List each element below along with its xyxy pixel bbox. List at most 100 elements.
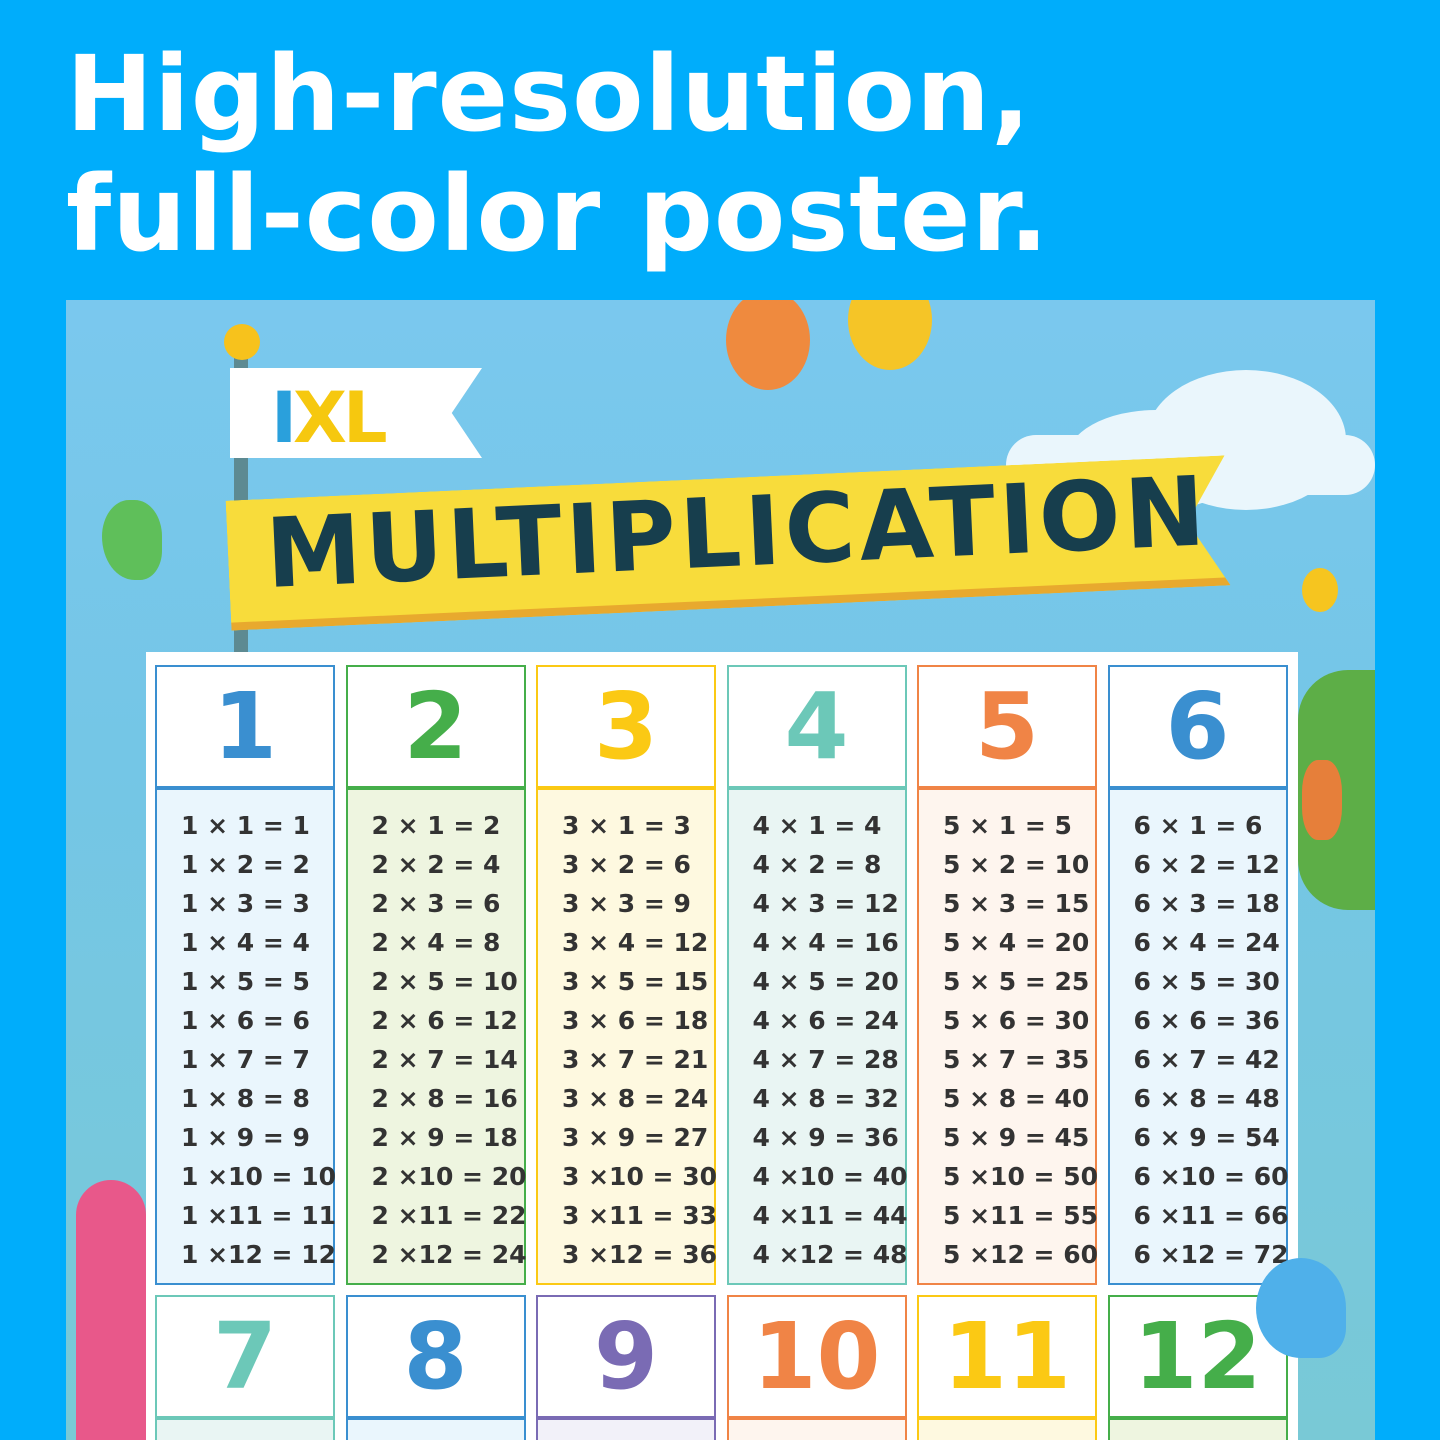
table-number: 5 [919, 667, 1095, 790]
equation: 2 × 8 = 16 [371, 1084, 518, 1113]
equation: 1 × 5 = 5 [181, 967, 310, 996]
equation: 5 ×11 = 55 [943, 1201, 1098, 1230]
equation: 1 × 2 = 2 [181, 850, 310, 879]
equation: 2 × 7 = 14 [371, 1045, 518, 1074]
equation: 6 × 5 = 30 [1133, 967, 1280, 996]
equation: 2 × 2 = 4 [371, 850, 501, 879]
table-number: 4 [728, 667, 905, 790]
equation: 2 × 5 = 10 [371, 967, 518, 996]
table-card-10: 10 [726, 1295, 907, 1440]
equation: 5 × 9 = 45 [943, 1123, 1090, 1152]
equation: 5 × 8 = 40 [943, 1084, 1090, 1113]
equation: 5 × 5 = 25 [943, 967, 1090, 996]
table-number: 11 [919, 1297, 1095, 1420]
equation-list [729, 1420, 905, 1436]
equation: 4 × 4 = 16 [752, 928, 899, 957]
equation: 2 ×11 = 22 [371, 1201, 527, 1230]
equation: 4 × 2 = 8 [752, 850, 882, 879]
equation: 3 × 9 = 27 [562, 1123, 709, 1152]
equation: 2 ×12 = 24 [371, 1240, 527, 1269]
equation: 6 × 2 = 12 [1133, 850, 1280, 879]
table-card-8: 8 [345, 1295, 526, 1440]
equation: 6 × 1 = 6 [1133, 811, 1263, 840]
equation: 4 × 8 = 32 [752, 1084, 899, 1113]
table-number: 3 [538, 667, 714, 790]
equation: 5 × 1 = 5 [943, 811, 1072, 840]
ixl-flag [230, 368, 482, 458]
equation: 5 ×12 = 60 [943, 1240, 1098, 1269]
equation: 4 × 7 = 28 [752, 1045, 899, 1074]
table-number: 9 [538, 1297, 714, 1420]
table-card-9: 9 [536, 1295, 716, 1440]
table-card-5: 5 5 × 1 = 5 5 × 2 = 10 5 × 3 = 15 5 × 4 = 20… [917, 665, 1098, 1285]
equation: 2 × 6 = 12 [371, 1006, 518, 1035]
table-number: 7 [157, 1297, 333, 1420]
equation: 3 × 8 = 24 [562, 1084, 709, 1113]
table-card-7: 7 [155, 1295, 335, 1440]
ixl-logo: IXL [271, 377, 388, 459]
equation: 1 × 6 = 6 [181, 1006, 310, 1035]
equation: 5 × 2 = 10 [943, 850, 1090, 879]
equation: 5 × 7 = 35 [943, 1045, 1090, 1074]
equation: 6 × 3 = 18 [1133, 889, 1280, 918]
orange-balloon-icon [726, 300, 810, 390]
equation: 6 ×11 = 66 [1133, 1201, 1289, 1230]
equation-list: 5 × 1 = 5 5 × 2 = 10 5 × 3 = 15 5 × 4 = 20 5… [919, 790, 1098, 1274]
table-card-11: 11 [917, 1295, 1097, 1440]
equation: 6 × 4 = 24 [1133, 928, 1280, 957]
headline-line-2: full-color poster. [66, 153, 1050, 275]
equation: 1 × 4 = 4 [181, 928, 310, 957]
equation-list [1110, 1420, 1286, 1436]
equation: 3 × 7 = 21 [562, 1045, 709, 1074]
table-number: 8 [347, 1297, 524, 1420]
squirrel-icon [1302, 760, 1342, 840]
equation: 4 × 3 = 12 [752, 889, 899, 918]
equation-list: 6 × 1 = 6 6 × 2 = 12 6 × 3 = 18 6 × 4 = 24 6… [1110, 790, 1289, 1274]
table-card-6: 6 6 × 1 = 6 6 × 2 = 12 6 × 3 = 18 6 × 4 = 24… [1107, 665, 1289, 1285]
equation: 3 ×11 = 33 [562, 1201, 717, 1230]
equation: 2 × 9 = 18 [371, 1123, 518, 1152]
equation: 6 ×10 = 60 [1133, 1162, 1289, 1191]
equation: 6 ×12 = 72 [1133, 1240, 1289, 1269]
equation: 1 × 7 = 7 [181, 1045, 310, 1074]
equation: 2 ×10 = 20 [371, 1162, 527, 1191]
equation: 5 ×10 = 50 [943, 1162, 1098, 1191]
table-number: 10 [728, 1297, 905, 1420]
equation: 4 × 1 = 4 [752, 811, 882, 840]
equation-list: 2 × 1 = 2 2 × 2 = 4 2 × 3 = 6 2 × 4 = 8 2 × … [348, 790, 527, 1274]
equation-list [538, 1420, 714, 1436]
equation: 1 × 3 = 3 [181, 889, 310, 918]
equation: 2 × 1 = 2 [371, 811, 501, 840]
equation: 5 × 6 = 30 [943, 1006, 1090, 1035]
equation: 4 × 9 = 36 [752, 1123, 899, 1152]
equation: 4 × 6 = 24 [752, 1006, 899, 1035]
equation-list: 1 × 1 = 1 1 × 2 = 2 1 × 3 = 3 1 × 4 = 4 1 × … [157, 790, 336, 1274]
equation: 3 × 4 = 12 [562, 928, 709, 957]
headline: High-resolution, full-color poster. [66, 34, 1049, 274]
equation: 2 × 3 = 6 [371, 889, 501, 918]
equation: 1 ×10 = 10 [181, 1162, 336, 1191]
equation: 4 ×10 = 40 [752, 1162, 908, 1191]
equation: 4 ×12 = 48 [752, 1240, 908, 1269]
equation: 3 ×10 = 30 [562, 1162, 717, 1191]
butterfly-icon [1302, 568, 1338, 612]
equation-list [348, 1420, 524, 1436]
equation: 5 × 3 = 15 [943, 889, 1090, 918]
equation: 1 × 1 = 1 [181, 811, 310, 840]
table-number: 6 [1109, 667, 1286, 790]
girl-character-icon [76, 1180, 146, 1440]
table-number: 1 [157, 667, 333, 790]
equation: 3 × 3 = 9 [562, 889, 691, 918]
equation: 3 × 6 = 18 [562, 1006, 709, 1035]
equation: 1 ×12 = 12 [181, 1240, 336, 1269]
equation: 5 × 4 = 20 [943, 928, 1090, 957]
equation: 3 × 2 = 6 [562, 850, 691, 879]
equation: 1 ×11 = 11 [181, 1201, 336, 1230]
equation: 6 × 6 = 36 [1133, 1006, 1280, 1035]
equation-list: 4 × 1 = 4 4 × 2 = 8 4 × 3 = 12 4 × 4 = 16 4 … [729, 790, 908, 1274]
